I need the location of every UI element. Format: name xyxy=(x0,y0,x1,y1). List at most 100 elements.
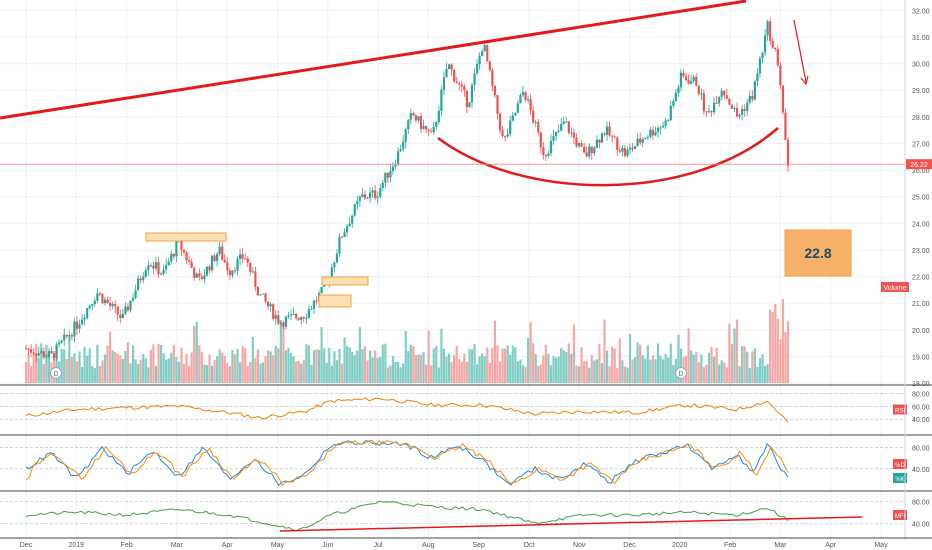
volume-bar xyxy=(774,303,777,383)
candle-body xyxy=(269,304,272,307)
volume-bar xyxy=(613,348,616,383)
candle-body xyxy=(374,190,377,199)
volume-bar xyxy=(124,351,127,383)
candle-body xyxy=(631,147,634,150)
candle-body xyxy=(603,133,606,135)
candle-body xyxy=(672,100,675,106)
candle-body xyxy=(149,265,152,267)
volume-bar xyxy=(585,360,588,383)
volume-bar xyxy=(376,357,379,383)
candle-body xyxy=(185,252,188,261)
volume-bar xyxy=(259,363,262,383)
volume-bar xyxy=(346,346,349,383)
volume-bar xyxy=(695,351,698,383)
candle-body xyxy=(776,49,779,66)
volume-bar xyxy=(621,360,624,383)
volume-bar xyxy=(338,348,341,383)
volume-bar xyxy=(226,362,229,383)
time-axis[interactable]: Dec 2019 Feb Mar Apr May Jun Jul Aug Sep Oct Nov Dec… xyxy=(0,537,932,549)
volume-bar xyxy=(167,358,170,383)
price-axis[interactable]: 32.00 31.00 30.00 29.00 28.00 27.00 26.00 25.00… xyxy=(881,0,932,540)
candle-body xyxy=(154,262,158,269)
candle-body xyxy=(152,265,155,269)
candle-body xyxy=(496,95,499,114)
volume-bar xyxy=(656,343,660,383)
volume-bar xyxy=(460,361,463,383)
candle-body xyxy=(391,166,395,171)
candle-body xyxy=(544,155,547,157)
candle-body xyxy=(170,253,173,262)
candle-body xyxy=(458,83,461,85)
volume-bar xyxy=(42,364,45,383)
volume-bar xyxy=(86,355,89,383)
volume-bar xyxy=(786,320,790,383)
candle-body xyxy=(144,270,147,277)
volume-bar xyxy=(330,365,333,383)
candle-body xyxy=(710,111,713,113)
volume-bar xyxy=(300,363,303,383)
volume-bar xyxy=(116,354,119,383)
volume-bar xyxy=(134,359,137,383)
indicator-badge xyxy=(893,473,907,483)
price-tick-label: 20.00 xyxy=(912,328,930,335)
volume-bar xyxy=(223,355,226,383)
volume-bar xyxy=(193,326,196,383)
indicator-label: %K xyxy=(895,477,904,483)
candle-body xyxy=(695,76,698,86)
candle-body xyxy=(300,317,303,320)
candle-body xyxy=(562,121,565,124)
candle-body xyxy=(182,249,186,253)
price-tick-label: 25.00 xyxy=(912,195,930,202)
volume-bar xyxy=(491,347,494,383)
volume-bar xyxy=(493,320,497,383)
candle-body xyxy=(567,121,570,133)
candle-body xyxy=(40,351,43,354)
volume-bar xyxy=(289,353,293,383)
volume-bar xyxy=(279,319,282,383)
candle-body xyxy=(226,262,229,271)
volume-bar xyxy=(593,360,596,383)
volume-bar xyxy=(532,343,535,383)
candle-body xyxy=(674,92,677,101)
candle-body xyxy=(101,293,104,304)
volume-bar xyxy=(203,364,206,383)
candle-body xyxy=(611,135,614,137)
candle-body xyxy=(593,147,596,154)
volume-bar xyxy=(753,348,756,383)
candle-body xyxy=(715,102,718,104)
volume-bar xyxy=(521,365,525,383)
candle-body xyxy=(35,353,38,356)
volume-bar xyxy=(412,346,415,383)
volume-bar xyxy=(501,348,504,383)
volume-bar xyxy=(664,354,667,383)
candle-body xyxy=(333,262,336,268)
candle-body xyxy=(238,254,242,260)
volume-bar xyxy=(598,343,601,383)
candle-body xyxy=(422,125,425,129)
last-price-badge xyxy=(906,159,932,170)
volume-bar xyxy=(705,365,708,383)
indicator-line xyxy=(25,397,789,423)
callout-value: 22.8 xyxy=(804,245,831,261)
volume-bar xyxy=(29,366,33,383)
volume-bar xyxy=(779,339,782,383)
support-zone xyxy=(145,232,227,242)
candle-body xyxy=(588,146,591,157)
volume-bar xyxy=(152,344,155,383)
candle-body xyxy=(761,52,764,59)
volume-bar xyxy=(131,345,135,383)
volume-bar xyxy=(725,367,728,383)
volume-bar xyxy=(470,349,474,383)
volume-bar xyxy=(251,336,254,383)
candle-body xyxy=(751,96,754,100)
candle-body xyxy=(664,120,667,126)
candle-body xyxy=(162,269,165,274)
candle-body xyxy=(565,121,568,123)
candle-body xyxy=(445,69,448,78)
candle-body xyxy=(279,322,282,324)
volume-bar xyxy=(366,360,369,383)
volume-bar xyxy=(351,351,354,383)
volume-bar xyxy=(672,364,675,383)
candle-body xyxy=(547,153,550,156)
candle-body xyxy=(583,146,586,153)
